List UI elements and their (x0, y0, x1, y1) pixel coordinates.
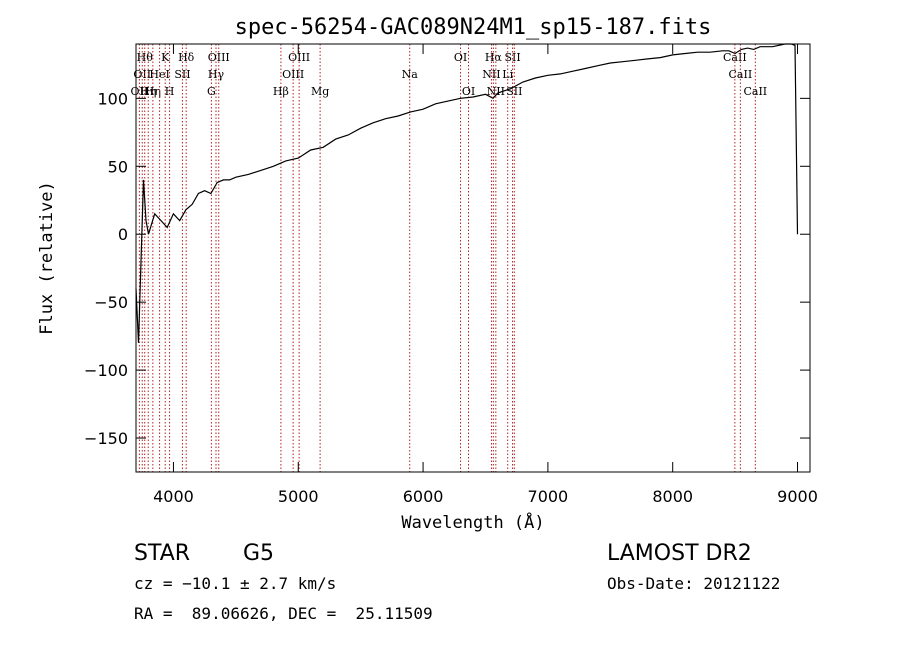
y-tick-label--150: −150 (84, 429, 128, 448)
chart-title: spec-56254-GAC089N24M1_sp15-187.fits (235, 15, 712, 40)
obs-date: Obs-Date: 20121122 (607, 574, 781, 593)
line-marker-label-11: Hγ (208, 68, 225, 81)
line-marker-label-20: NII (482, 68, 500, 81)
line-marker-label-6: K (161, 51, 170, 64)
line-marker-label-7: H (165, 85, 175, 98)
line-marker-label-9: Hδ (178, 51, 195, 64)
line-marker-label-10: G (207, 85, 216, 98)
line-marker-label-23: Li (502, 68, 513, 81)
line-marker-label-18: OI (454, 51, 467, 64)
x-tick-label-4000: 4000 (153, 487, 194, 506)
line-marker-label-15: OIII (288, 51, 310, 64)
line-marker-label-4: Hη (145, 85, 161, 98)
line-marker-label-8: SII (174, 68, 190, 81)
line-marker-label-19: OI (462, 85, 475, 98)
survey-name: LAMOST DR2 (607, 541, 752, 566)
spectrum-line-0 (135, 43, 799, 343)
line-marker-label-1: OII (133, 68, 151, 81)
plot-frame (135, 43, 811, 473)
ra-dec: RA = 89.06626, DEC = 25.11509 (134, 604, 433, 623)
x-tick-label-9000: 9000 (777, 487, 818, 506)
line-marker-label-14: OIII (282, 68, 304, 81)
series-layer (135, 43, 799, 343)
y-tick-label-50: 50 (108, 157, 128, 176)
line-marker-label-26: CaII (723, 51, 747, 64)
x-tick-label-7000: 7000 (528, 487, 569, 506)
object-class: STAR (134, 541, 191, 566)
line-marker-label-0: OII (131, 85, 149, 98)
line-marker-label-17: Na (402, 68, 419, 81)
line-marker-label-2: Hθ (137, 51, 154, 64)
y-axis: −150 −100 −50 0 50 100 (84, 89, 810, 448)
y-axis-label: Flux (relative) (37, 181, 57, 335)
y-tick-label--50: −50 (94, 293, 128, 312)
x-tick-label-8000: 8000 (652, 487, 693, 506)
y-tick-label--100: −100 (84, 361, 128, 380)
x-tick-label-5000: 5000 (278, 487, 319, 506)
x-tick-label-6000: 6000 (403, 487, 444, 506)
line-marker-label-16: Mg (311, 85, 329, 98)
y-tick-label-0: 0 (118, 225, 128, 244)
line-marker-label-22: NII (487, 85, 505, 98)
x-axis-label: Wavelength (Å) (401, 511, 544, 533)
object-subclass: G5 (243, 541, 275, 566)
line-marker-label-24: SII (504, 51, 520, 64)
line-marker-label-5: HeI (149, 68, 169, 81)
line-marker-label-12: OIII (208, 51, 230, 64)
line-marker-label-13: Hβ (273, 85, 289, 98)
line-marker-label-28: CaII (743, 85, 767, 98)
line-marker-label-21: Hα (485, 51, 503, 64)
line-marker-label-3: Hη (140, 85, 156, 98)
y-tick-label-100: 100 (97, 89, 128, 108)
redshift-text: cz = −10.1 ± 2.7 km/s (134, 574, 337, 593)
line-marker-label-27: CaII (729, 68, 753, 81)
x-axis: 4000 5000 6000 7000 8000 9000 (153, 44, 818, 506)
